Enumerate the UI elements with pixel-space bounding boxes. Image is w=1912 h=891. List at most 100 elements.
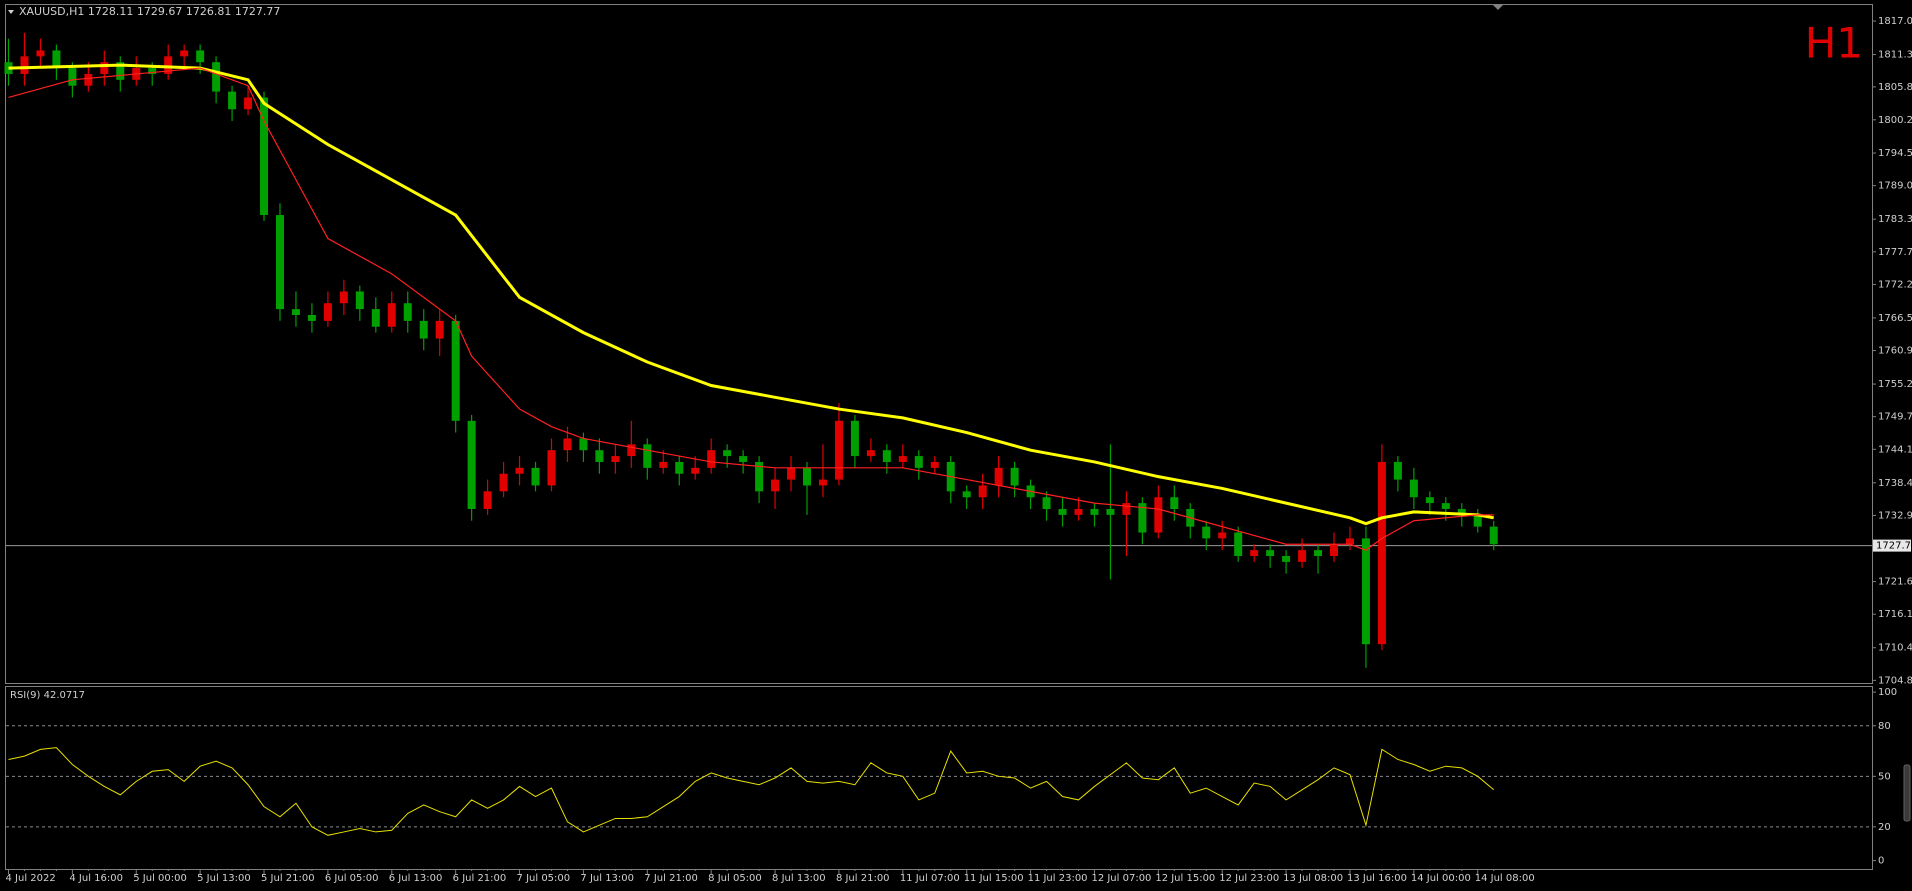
candle-body <box>515 467 524 474</box>
y-tick-label: 1732.90 <box>1878 510 1912 521</box>
x-tick-label: 8 Jul 21:00 <box>836 873 890 884</box>
candle-body <box>1345 538 1354 545</box>
x-tick-label: 5 Jul 21:00 <box>261 873 315 884</box>
candle-body <box>68 68 77 86</box>
candle-body <box>20 56 29 74</box>
rsi-line <box>8 747 1495 836</box>
candle-body <box>1154 497 1163 533</box>
candle-body <box>307 314 316 321</box>
candle-body <box>627 444 636 457</box>
y-tick-label: 1716.10 <box>1878 609 1912 620</box>
candle-body <box>834 420 843 480</box>
candle-body <box>1473 514 1482 527</box>
candle-body <box>1170 497 1179 509</box>
candle-body <box>707 450 716 468</box>
candle-body <box>1425 497 1434 504</box>
candle-body <box>467 420 476 509</box>
candle-body <box>579 438 588 451</box>
candle-body <box>994 467 1003 486</box>
y-tick-label: 1721.65 <box>1878 577 1912 588</box>
x-tick-label: 5 Jul 00:00 <box>133 873 187 884</box>
candle-body <box>291 309 300 315</box>
candle-body <box>355 291 364 310</box>
candle-body <box>547 450 556 486</box>
candle-body <box>244 97 253 110</box>
candle-body <box>260 97 269 216</box>
x-tick-label: 7 Jul 05:00 <box>517 873 571 884</box>
candle-body <box>371 309 380 327</box>
y-tick-label: 100 <box>1878 687 1897 698</box>
x-tick-label: 6 Jul 05:00 <box>325 873 379 884</box>
candle-body <box>499 473 508 492</box>
x-tick-label: 11 Jul 07:00 <box>900 873 960 884</box>
x-tick-label: 4 Jul 16:00 <box>69 873 123 884</box>
price-label-box <box>1873 539 1911 552</box>
x-tick-label: 14 Jul 08:00 <box>1475 873 1535 884</box>
candle-body <box>1074 508 1083 515</box>
candle-body <box>914 456 923 468</box>
y-tick-label: 1794.55 <box>1878 148 1912 159</box>
candle-body <box>84 73 93 86</box>
price-label: 1727.77 <box>1876 541 1912 552</box>
candle-body <box>930 461 939 468</box>
candle-body <box>212 62 221 92</box>
y-tick-label: 1817.00 <box>1878 16 1912 27</box>
candle-body <box>962 491 971 498</box>
candle-body <box>659 461 668 468</box>
moving-average <box>8 67 1494 551</box>
candle-body <box>850 420 859 457</box>
candle-body <box>978 485 987 498</box>
candle-body <box>1090 508 1099 515</box>
candle-body <box>1393 461 1402 480</box>
candle-body <box>228 91 237 110</box>
candle-body <box>1314 550 1323 557</box>
candle-body <box>898 456 907 462</box>
candle-body <box>1298 550 1307 562</box>
y-tick-label: 1783.30 <box>1878 214 1912 225</box>
menu-arrow[interactable] <box>8 10 14 14</box>
chart-title: XAUUSD,H1 1728.11 1729.67 1726.81 1727.7… <box>19 5 280 18</box>
candle-body <box>116 62 125 80</box>
candle-body <box>403 303 412 321</box>
candle-body <box>755 461 764 492</box>
timeframe-label: H1 <box>1805 19 1863 68</box>
candle-body <box>787 467 796 480</box>
x-tick-label: 6 Jul 13:00 <box>389 873 443 884</box>
candle-body <box>531 467 540 486</box>
candle-body <box>1122 503 1131 515</box>
y-tick-label: 1704.85 <box>1878 675 1912 686</box>
candle-body <box>1042 497 1051 509</box>
candle-body <box>100 62 109 74</box>
scroll-handle[interactable] <box>1903 764 1911 822</box>
candle-body <box>643 444 652 468</box>
candle-body <box>1330 544 1339 557</box>
candle-body <box>882 450 891 462</box>
candle-body <box>1361 538 1370 645</box>
candle-body <box>1106 508 1115 515</box>
x-tick-label: 8 Jul 05:00 <box>708 873 762 884</box>
candle-body <box>1138 503 1147 533</box>
candle-body <box>387 303 396 327</box>
rsi-title: RSI(9) 42.0717 <box>10 690 85 701</box>
y-tick-label: 1805.80 <box>1878 82 1912 93</box>
candle-body <box>36 50 45 57</box>
x-tick-label: 13 Jul 16:00 <box>1347 873 1407 884</box>
y-tick-label: 80 <box>1878 721 1891 732</box>
x-tick-label: 7 Jul 13:00 <box>580 873 634 884</box>
y-tick-label: 1710.40 <box>1878 643 1912 654</box>
x-tick-label: 4 Jul 2022 <box>6 873 56 884</box>
candle-body <box>180 50 189 57</box>
candle-body <box>563 438 572 451</box>
candle-body <box>1489 526 1498 545</box>
candle-body <box>803 467 811 486</box>
candle-body <box>483 491 492 509</box>
rsi-panel-frame <box>5 686 1873 870</box>
x-tick-label: 11 Jul 23:00 <box>1028 873 1088 884</box>
x-tick-label: 5 Jul 13:00 <box>197 873 251 884</box>
candle-body <box>595 450 604 462</box>
candle-body <box>1202 526 1211 539</box>
y-tick-label: 1772.20 <box>1878 279 1912 290</box>
candle-body <box>52 50 61 69</box>
